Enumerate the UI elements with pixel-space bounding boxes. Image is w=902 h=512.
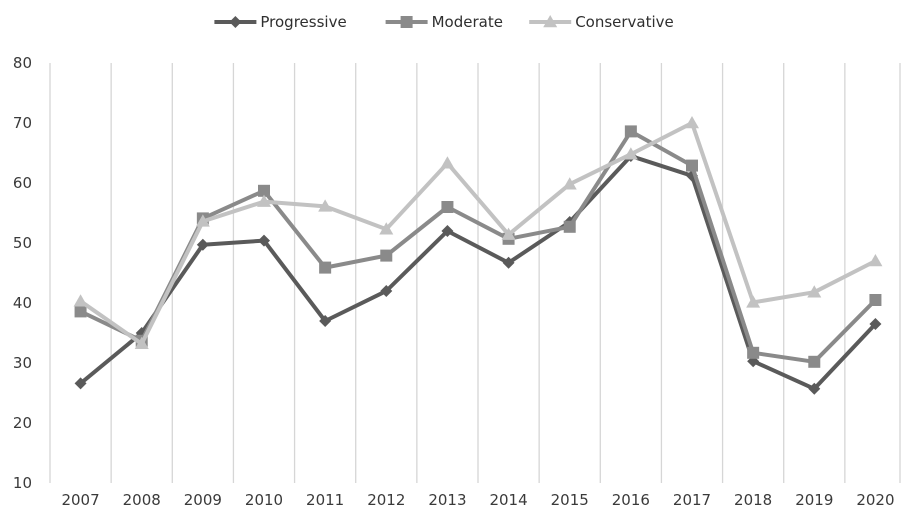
series-conservative [73, 116, 883, 350]
legend-label: Conservative [575, 13, 674, 31]
data-point [685, 116, 699, 129]
data-point [441, 225, 454, 237]
data-point [258, 234, 270, 247]
legend-marker [543, 15, 558, 28]
legend-item-progressive: Progressive [214, 13, 347, 31]
x-tick-label: 2012 [367, 491, 405, 509]
data-point [686, 159, 698, 172]
x-tick-label: 2011 [306, 491, 344, 509]
x-axis: 2007 2008 2009 2010 2011 2012 2013 2014 2015 2016… [61, 491, 894, 509]
legend-marker [229, 16, 242, 28]
y-tick-label: 30 [13, 354, 32, 372]
data-point [501, 227, 516, 240]
data-point [502, 256, 515, 269]
x-tick-label: 2018 [734, 491, 772, 509]
data-point [807, 285, 822, 298]
x-tick-label: 2008 [123, 491, 161, 509]
legend: Progressive Moderate Conservative [214, 13, 674, 31]
data-point [196, 238, 209, 251]
data-point [379, 222, 394, 235]
data-point [562, 177, 577, 190]
legend-item-conservative: Conservative [529, 13, 674, 31]
data-point [746, 295, 761, 308]
x-tick-label: 2009 [184, 491, 222, 509]
legend-label: Progressive [260, 13, 346, 31]
data-point [258, 184, 270, 197]
y-tick-label: 80 [13, 54, 32, 72]
series-line [79, 121, 877, 346]
data-point [869, 294, 882, 306]
x-tick-label: 2014 [489, 491, 527, 509]
y-tick-label: 10 [13, 474, 32, 492]
data-point [440, 156, 455, 169]
legend-item-moderate: Moderate [385, 13, 503, 31]
y-tick-label: 40 [13, 294, 32, 312]
legend-marker [400, 16, 413, 28]
y-tick-label: 60 [13, 174, 32, 192]
x-tick-label: 2013 [428, 491, 466, 509]
data-point [747, 346, 760, 359]
data-point [380, 285, 393, 297]
data-point [318, 199, 333, 212]
y-tick-label: 50 [13, 234, 32, 252]
x-tick-label: 2010 [245, 491, 283, 509]
data-point [319, 261, 332, 274]
legend-label: Moderate [432, 13, 503, 31]
data-point [808, 355, 821, 368]
y-axis: 10 20 30 40 50 60 70 80 [13, 54, 32, 492]
data-point [319, 315, 332, 327]
data-point [441, 201, 454, 213]
data-point [563, 220, 576, 233]
series-line [79, 154, 877, 391]
y-tick-label: 20 [13, 414, 32, 432]
data-point [195, 214, 210, 227]
x-tick-label: 2016 [612, 491, 650, 509]
data-point [74, 305, 87, 318]
x-tick-label: 2017 [673, 491, 711, 509]
x-tick-label: 2020 [856, 491, 894, 509]
data-point [869, 318, 882, 330]
x-tick-label: 2007 [61, 491, 99, 509]
x-tick-label: 2019 [795, 491, 833, 509]
data-point [808, 382, 821, 395]
series-progressive [74, 150, 882, 395]
data-point [134, 336, 149, 350]
data-point [380, 249, 393, 262]
data-point [257, 194, 271, 207]
x-tick-label: 2015 [551, 491, 589, 509]
data-point [73, 294, 88, 307]
data-point [624, 125, 637, 138]
data-point [74, 377, 87, 390]
y-tick-label: 70 [13, 114, 32, 132]
grid-lines [49, 63, 901, 483]
series-line [79, 129, 877, 364]
series-group [73, 116, 883, 395]
data-point [868, 254, 883, 267]
data-point [623, 147, 638, 160]
